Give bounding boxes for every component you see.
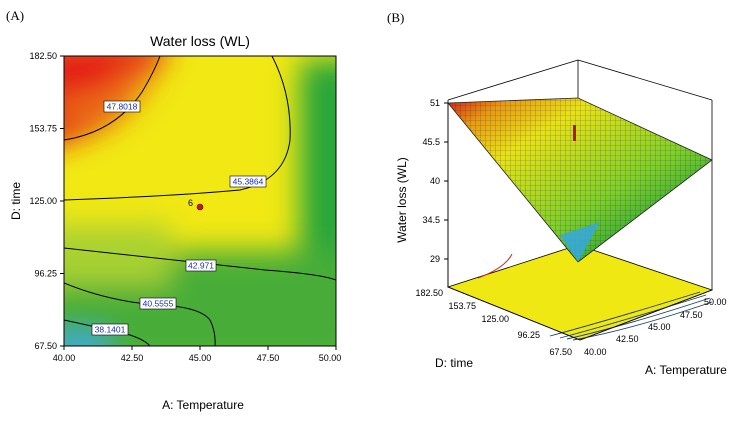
contour-line-38.1401	[64, 319, 151, 346]
y-axis-a: 182.50 153.75 125.00 96.25 67.50	[29, 51, 64, 351]
svg-text:38.1401: 38.1401	[95, 325, 126, 335]
svg-text:40.5555: 40.5555	[143, 299, 174, 309]
z-tick-34.5: 34.5	[422, 215, 440, 225]
z-axis-b-label: Water loss (WL)	[395, 157, 409, 243]
z-tick-40: 40	[430, 176, 440, 186]
temperature-axis-b: 40.00 42.50 45.00 47.50 50.00	[579, 289, 727, 357]
time-tick-153.75: 153.75	[448, 301, 476, 311]
x-tick-a-42.50: 42.50	[121, 353, 144, 363]
temp-tick-40.00: 40.00	[584, 347, 607, 357]
contour-label-38.1401: 38.1401	[91, 323, 129, 336]
chart-a-title: Water loss (WL)	[150, 33, 250, 49]
panel-b-tag: (B)	[387, 10, 404, 25]
contour-line-47.8018	[64, 56, 161, 141]
contour-label-45.3864: 45.3864	[229, 175, 267, 188]
x-tick-a-47.50: 47.50	[257, 353, 280, 363]
x-tick-a-45.00: 45.00	[189, 353, 212, 363]
z-tick-29: 29	[430, 254, 440, 264]
time-tick-125.00: 125.00	[481, 314, 509, 324]
contour-line-42.971	[64, 247, 336, 281]
z-tick-51: 51	[430, 98, 440, 108]
temp-tick-50.00: 50.00	[704, 297, 727, 307]
x-axis-a: 40.00 42.50 45.00 47.50 50.00	[53, 346, 342, 363]
svg-text:47.8018: 47.8018	[107, 102, 138, 112]
x-tick-a-50.00: 50.00	[319, 353, 342, 363]
region-high-orange	[64, 65, 151, 117]
x-tick-a-40.00: 40.00	[53, 353, 76, 363]
y-tick-a-182.50: 182.50	[29, 51, 57, 61]
center-point: 6	[188, 198, 204, 211]
y-tick-a-153.75: 153.75	[29, 124, 57, 134]
time-axis-b-label: D: time	[435, 356, 473, 370]
contour-label-40.5555: 40.5555	[139, 297, 177, 310]
contour-plot-area: 47.8018 45.3864 42.971 40.5555 38.1401 6	[64, 56, 336, 346]
svg-text:42.971: 42.971	[188, 261, 214, 271]
time-tick-182.50: 182.50	[415, 288, 443, 298]
svg-text:45.3864: 45.3864	[233, 177, 264, 187]
svg-text:6: 6	[188, 198, 193, 208]
y-tick-a-67.50: 67.50	[34, 341, 57, 351]
temp-tick-47.50: 47.50	[680, 310, 703, 320]
temp-tick-45.00: 45.00	[648, 322, 671, 332]
x-axis-a-label: A: Temperature	[162, 398, 244, 412]
region-mid-greenish	[64, 225, 170, 285]
contour-label-47.8018: 47.8018	[103, 100, 141, 113]
y-tick-a-125.00: 125.00	[29, 196, 57, 206]
time-axis-b: 182.50 153.75 125.00 96.25 67.50	[415, 286, 581, 357]
response-surface	[447, 97, 713, 263]
region-min-blue	[64, 335, 105, 346]
contour-line-40.5555	[64, 282, 216, 346]
surface-center-point	[573, 125, 576, 141]
temp-tick-42.50: 42.50	[616, 334, 639, 344]
time-tick-96.25: 96.25	[517, 330, 540, 340]
surface-min-blue	[560, 222, 600, 262]
contour-label-42.971: 42.971	[185, 259, 217, 272]
z-axis-b: 51 45.5 40 34.5 29	[422, 98, 449, 287]
time-tick-67.50: 67.50	[549, 347, 572, 357]
z-tick-45.5: 45.5	[422, 137, 440, 147]
y-tick-a-96.25: 96.25	[34, 269, 57, 279]
panel-a-tag: (A)	[6, 8, 24, 23]
temperature-axis-b-label: A: Temperature	[645, 363, 727, 377]
y-axis-a-label: D: time	[9, 182, 23, 220]
